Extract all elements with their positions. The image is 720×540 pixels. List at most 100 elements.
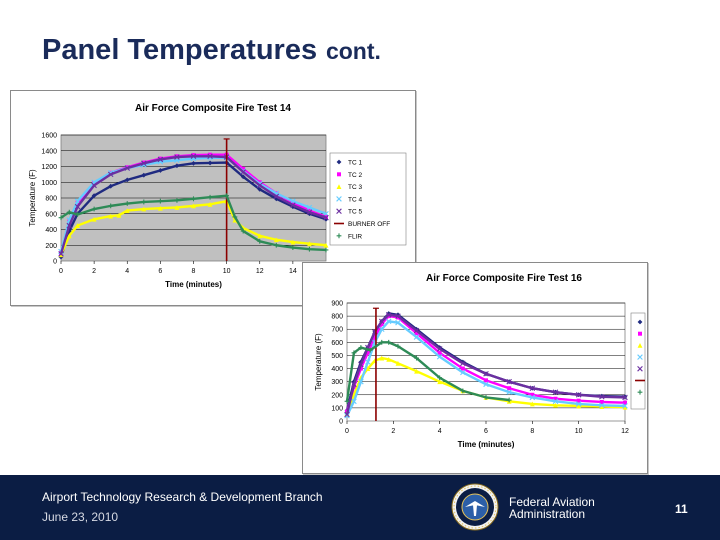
data-point xyxy=(257,186,263,192)
data-point xyxy=(623,400,627,405)
data-point xyxy=(290,245,296,251)
series-line xyxy=(59,161,327,258)
data-point xyxy=(622,404,628,410)
data-point xyxy=(91,206,97,212)
data-point xyxy=(108,213,114,219)
data-point xyxy=(323,214,329,221)
legend-swatch xyxy=(336,208,342,214)
data-point xyxy=(386,339,392,345)
y-tick-label: 1000 xyxy=(41,180,57,187)
series-flir xyxy=(344,339,512,404)
legend-swatch xyxy=(637,354,643,360)
data-point xyxy=(378,318,385,325)
legend-item-burner-off: BURNER OFF xyxy=(635,379,645,382)
page-number: 11 xyxy=(675,502,688,516)
y-tick-label: 1400 xyxy=(41,148,57,155)
y-tick-label: 300 xyxy=(331,379,343,386)
data-point xyxy=(273,196,279,202)
data-point xyxy=(107,171,114,178)
data-point xyxy=(385,318,392,325)
x-tick-label: 10 xyxy=(223,268,231,275)
legend-item-tc-4: TC 4 xyxy=(336,196,362,203)
data-point xyxy=(141,199,147,205)
data-point xyxy=(483,371,489,377)
data-point xyxy=(290,204,296,210)
data-point xyxy=(141,160,147,167)
legend-swatch xyxy=(336,196,342,202)
data-point xyxy=(379,321,384,326)
y-tick-label: 500 xyxy=(331,353,343,360)
x-tick-label: 8 xyxy=(530,428,534,435)
data-point xyxy=(395,360,401,366)
series-flir xyxy=(58,193,329,253)
legend-swatch xyxy=(637,389,643,395)
y-tick-label: 0 xyxy=(339,419,343,426)
y-tick-label: 200 xyxy=(331,392,343,399)
legend-item-flir: FLIR xyxy=(336,233,362,240)
y-tick-label: 1600 xyxy=(41,133,57,140)
data-point xyxy=(483,395,489,400)
data-point xyxy=(190,153,197,160)
fire-test-14-chart: Air Force Composite Fire Test 14 0 200 400 6… xyxy=(10,90,416,306)
x-tick-label: 6 xyxy=(158,268,162,275)
data-point xyxy=(506,389,512,395)
data-point xyxy=(91,182,97,189)
series-line xyxy=(345,341,510,402)
data-point xyxy=(529,385,536,392)
x-tick-label: 0 xyxy=(59,268,63,275)
legend-box xyxy=(630,312,646,410)
x-tick-label: 0 xyxy=(345,428,349,435)
x-tick-label: 12 xyxy=(256,268,264,275)
data-point xyxy=(530,392,535,397)
data-point xyxy=(157,156,164,163)
x-tick-label: 8 xyxy=(192,268,196,275)
data-point xyxy=(208,152,213,157)
data-point xyxy=(395,319,401,326)
data-point xyxy=(58,252,64,258)
data-point xyxy=(141,172,147,178)
legend-item-tc-3: TC 3 xyxy=(336,184,362,191)
y-tick-label: 100 xyxy=(331,405,343,412)
legend-item-burner-off: BURNER OFF xyxy=(334,221,390,228)
data-point xyxy=(207,153,213,160)
agency-line-2: Administration xyxy=(509,507,586,521)
data-point xyxy=(273,242,279,248)
data-point xyxy=(599,402,605,409)
legend-swatch xyxy=(637,343,643,348)
legend-item-flir: FLIR xyxy=(637,389,643,395)
y-tick-label: 200 xyxy=(45,243,57,250)
data-point xyxy=(108,183,114,189)
data-point xyxy=(372,335,377,340)
data-point xyxy=(273,237,279,243)
legend-label: TC 2 xyxy=(348,172,362,179)
legend-box xyxy=(329,152,407,246)
series-burner-off xyxy=(223,138,230,261)
slide-title: Panel Temperatures cont. xyxy=(42,30,381,67)
legend-item-tc1: TC1 xyxy=(637,319,643,325)
chart-svg: Air Force Composite Fire Test 14 0 200 400 6… xyxy=(28,103,407,289)
series-tc-5 xyxy=(58,153,329,257)
data-point xyxy=(358,345,364,350)
data-point xyxy=(414,331,419,336)
data-point xyxy=(379,339,385,345)
data-point xyxy=(66,233,72,239)
data-point xyxy=(378,326,385,333)
data-point xyxy=(157,205,163,211)
data-point xyxy=(506,397,512,403)
legend-swatch xyxy=(336,184,342,189)
data-point xyxy=(599,393,605,400)
legend-item-tc-5: TC 5 xyxy=(336,208,362,216)
y-tick-label: 400 xyxy=(331,366,343,373)
legend-label: TC 1 xyxy=(348,160,362,167)
y-tick-label: 600 xyxy=(331,340,343,347)
data-point xyxy=(365,350,370,355)
data-point xyxy=(191,160,196,166)
data-point xyxy=(290,202,296,208)
legend-swatch xyxy=(336,159,342,165)
data-point xyxy=(224,193,230,199)
chart-title: Air Force Composite Fire Test 16 xyxy=(426,273,582,284)
legend-label: TC 5 xyxy=(348,209,362,216)
data-point xyxy=(124,208,130,213)
data-point xyxy=(58,251,64,257)
x-tick-label: 6 xyxy=(484,428,488,435)
